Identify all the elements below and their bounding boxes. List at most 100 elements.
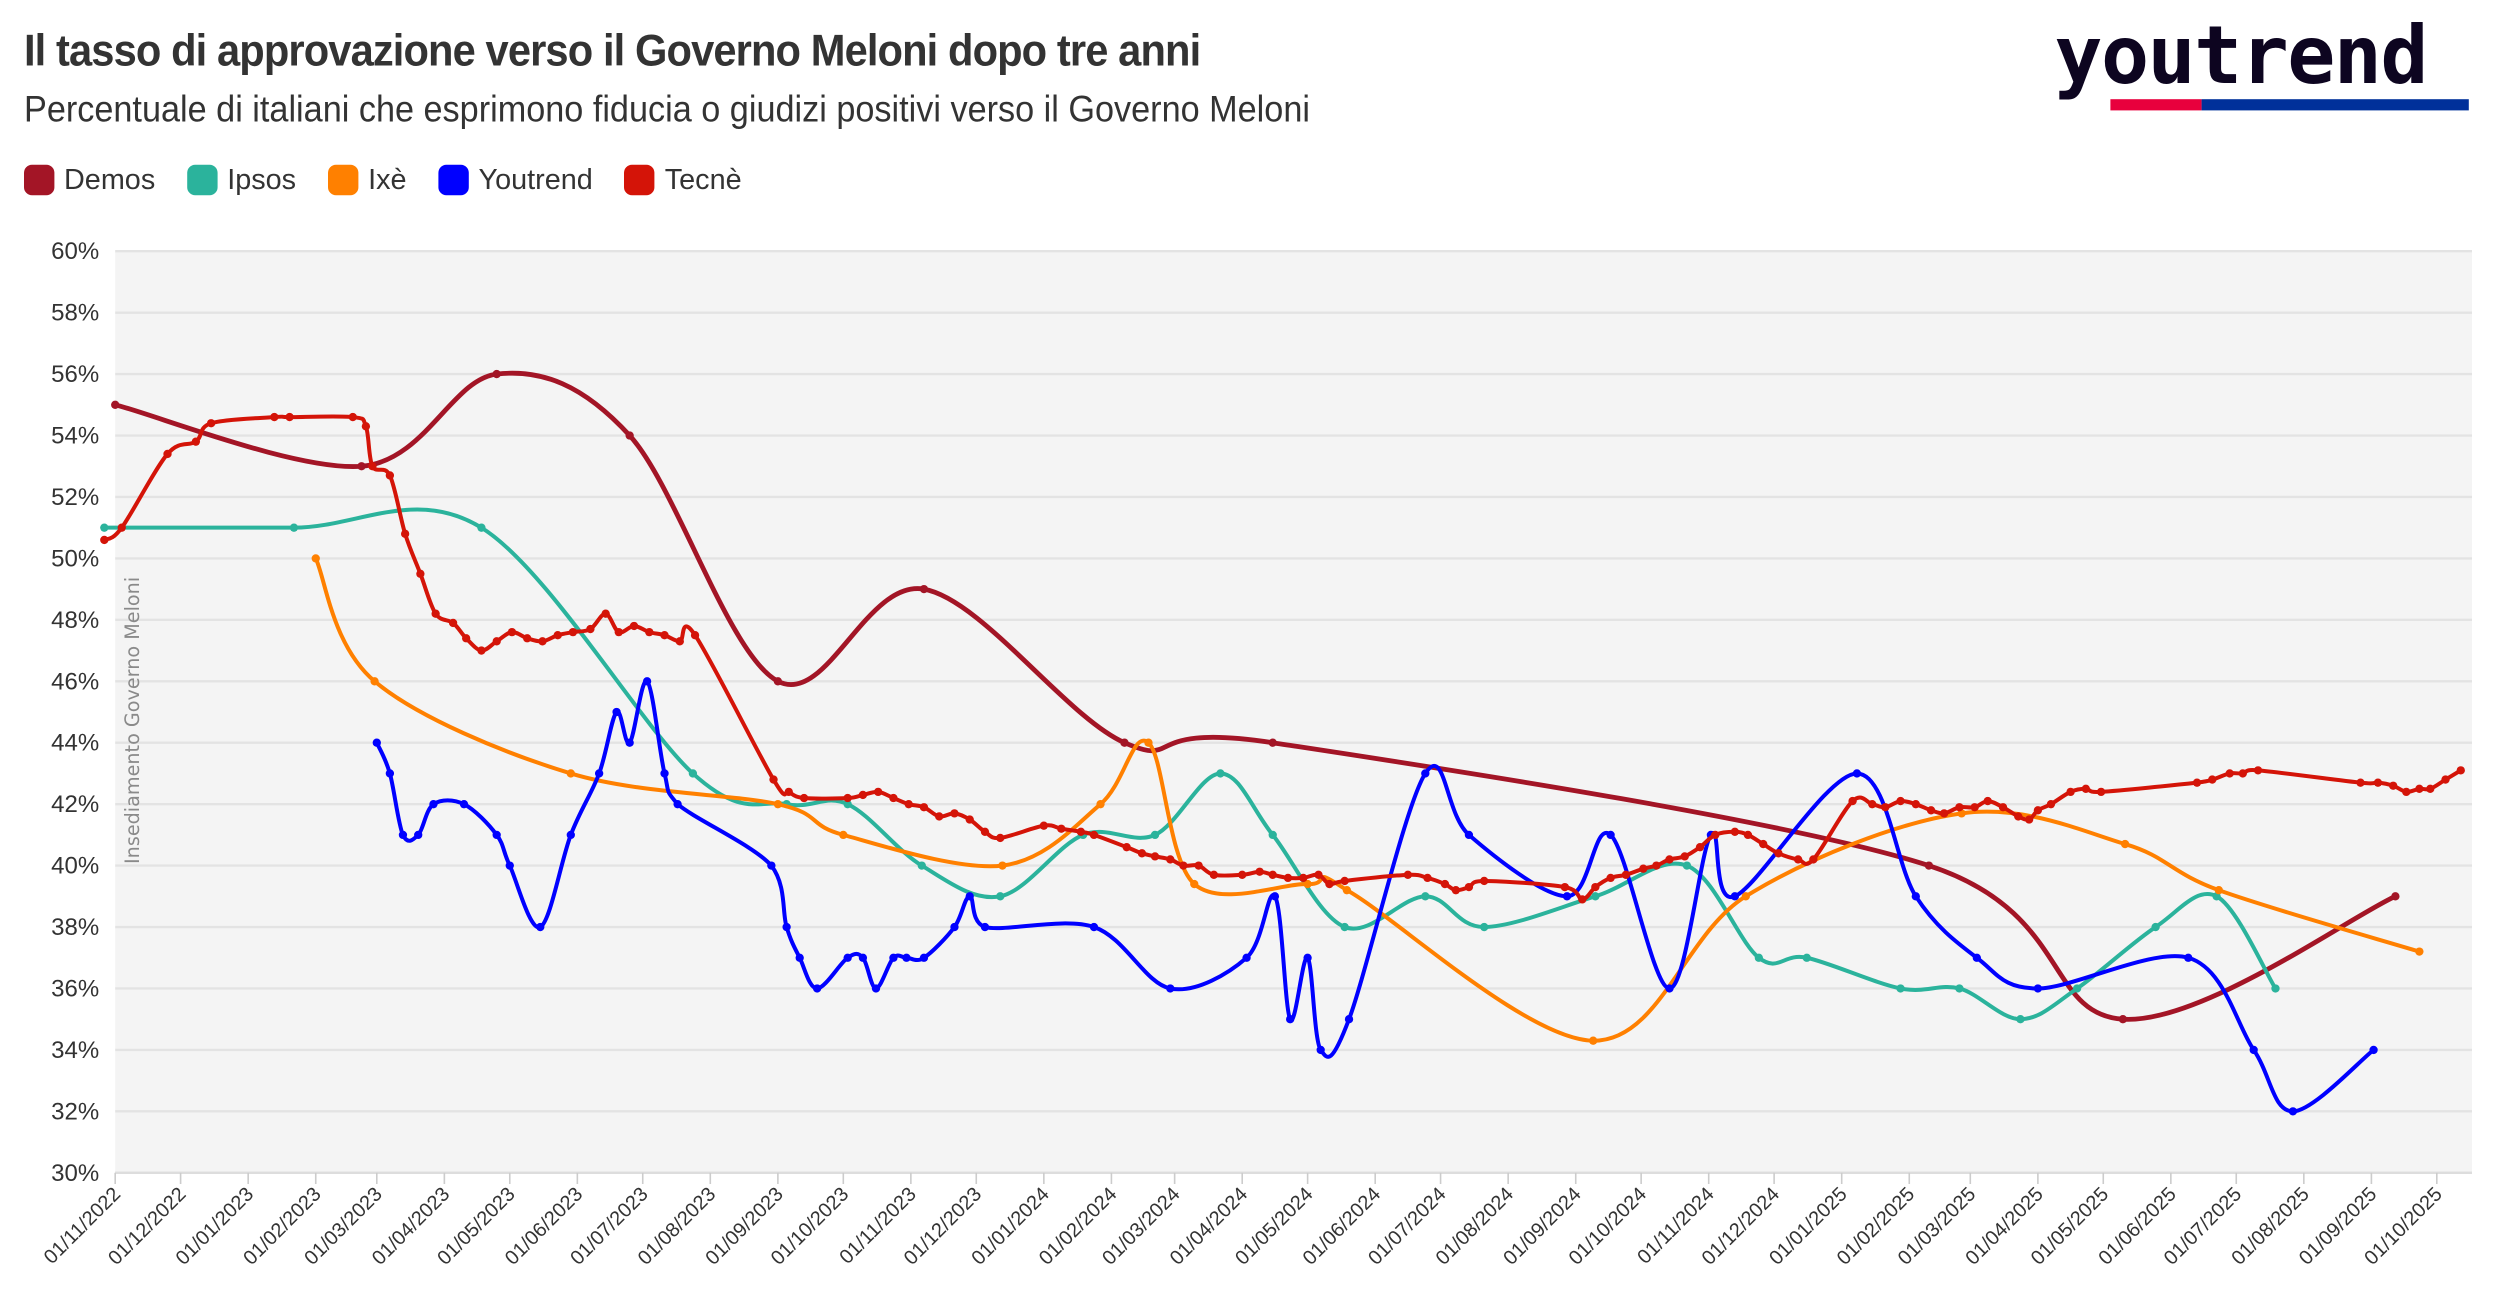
data-point-tecne[interactable]: [904, 800, 913, 809]
legend-item-demos[interactable]: Demos: [24, 163, 155, 197]
data-point-youtrend[interactable]: [795, 953, 804, 962]
data-point-youtrend[interactable]: [2033, 984, 2043, 993]
data-point-tecne[interactable]: [858, 790, 868, 800]
data-point-youtrend[interactable]: [812, 984, 822, 993]
data-point-tecne[interactable]: [2441, 775, 2450, 784]
data-point-tecne[interactable]: [586, 624, 595, 634]
data-point-tecne[interactable]: [553, 631, 562, 640]
data-point-tecne[interactable]: [2373, 778, 2383, 787]
data-point-youtrend[interactable]: [429, 800, 438, 809]
data-point-tecne[interactable]: [690, 631, 700, 640]
data-point-tecne[interactable]: [462, 634, 471, 643]
data-point-youtrend[interactable]: [1852, 769, 1862, 778]
data-point-youtrend[interactable]: [2288, 1107, 2298, 1116]
data-point-tecne[interactable]: [675, 637, 684, 646]
data-point-ixe[interactable]: [1589, 1036, 1598, 1045]
data-point-tecne[interactable]: [538, 637, 547, 646]
data-point-youtrend[interactable]: [642, 677, 652, 686]
data-point-tecne[interactable]: [1299, 873, 1308, 883]
data-point-youtrend[interactable]: [1316, 1045, 1325, 1055]
data-point-ipsos[interactable]: [1150, 830, 1160, 840]
data-point-tecne[interactable]: [1809, 855, 1818, 864]
data-point-demos[interactable]: [357, 462, 366, 471]
data-point-tecne[interactable]: [889, 793, 898, 803]
data-point-ipsos[interactable]: [1896, 984, 1905, 993]
data-point-ipsos[interactable]: [1216, 769, 1225, 778]
data-point-ipsos[interactable]: [289, 523, 299, 532]
data-point-ixe[interactable]: [998, 861, 1007, 870]
legend-item-youtrend[interactable]: Youtrend: [438, 163, 593, 197]
data-point-ixe[interactable]: [566, 769, 575, 778]
data-point-youtrend[interactable]: [459, 800, 469, 809]
data-point-tecne[interactable]: [1730, 827, 1740, 836]
data-point-tecne[interactable]: [1255, 867, 1264, 876]
data-point-ipsos[interactable]: [1955, 984, 1964, 993]
data-point-youtrend[interactable]: [673, 800, 682, 809]
data-point-youtrend[interactable]: [950, 922, 959, 932]
data-point-youtrend[interactable]: [858, 953, 868, 962]
data-point-ixe[interactable]: [1144, 738, 1153, 747]
series-line-demos[interactable]: [114, 370, 2397, 1022]
data-point-ixe[interactable]: [1741, 892, 1750, 901]
data-point-tecne[interactable]: [1591, 882, 1600, 892]
data-point-demos[interactable]: [492, 369, 501, 379]
data-point-tecne[interactable]: [769, 775, 778, 784]
data-point-youtrend[interactable]: [1421, 769, 1430, 778]
data-point-tecne[interactable]: [2253, 766, 2263, 775]
data-point-tecne[interactable]: [400, 529, 410, 538]
data-point-tecne[interactable]: [965, 815, 974, 824]
data-point-tecne[interactable]: [1403, 870, 1413, 879]
data-point-ipsos[interactable]: [477, 523, 486, 532]
data-point-ipsos[interactable]: [1268, 830, 1277, 840]
data-point-ipsos[interactable]: [1421, 892, 1430, 901]
data-point-tecne[interactable]: [507, 627, 517, 637]
data-point-tecne[interactable]: [645, 627, 654, 637]
data-point-tecne[interactable]: [1743, 830, 1753, 840]
data-point-youtrend[interactable]: [492, 830, 501, 840]
data-point-tecne[interactable]: [1560, 882, 1569, 892]
data-point-tecne[interactable]: [2014, 812, 2023, 821]
data-point-youtrend[interactable]: [2249, 1045, 2258, 1055]
data-point-tecne[interactable]: [285, 412, 294, 422]
data-point-ipsos[interactable]: [2151, 922, 2160, 932]
data-point-youtrend[interactable]: [871, 984, 881, 993]
data-point-tecne[interactable]: [1983, 796, 1992, 806]
data-point-tecne[interactable]: [980, 827, 990, 836]
data-point-tecne[interactable]: [2389, 781, 2398, 790]
data-point-tecne[interactable]: [1340, 876, 1349, 886]
data-point-tecne[interactable]: [1179, 861, 1188, 870]
data-point-youtrend[interactable]: [1562, 892, 1572, 901]
data-point-tecne[interactable]: [1939, 809, 1949, 818]
data-point-tecne[interactable]: [385, 471, 395, 480]
data-point-demos[interactable]: [919, 584, 929, 594]
data-point-youtrend[interactable]: [889, 953, 898, 962]
data-point-tecne[interactable]: [523, 634, 532, 643]
data-point-tecne[interactable]: [2046, 800, 2056, 809]
data-point-youtrend[interactable]: [1286, 1015, 1295, 1024]
data-point-youtrend[interactable]: [1344, 1015, 1354, 1024]
data-point-tecne[interactable]: [2096, 787, 2106, 797]
data-point-tecne[interactable]: [1166, 855, 1175, 864]
data-point-tecne[interactable]: [660, 631, 669, 640]
data-point-tecne[interactable]: [2066, 787, 2075, 797]
data-point-demos[interactable]: [2391, 892, 2400, 901]
data-point-youtrend[interactable]: [1303, 953, 1312, 962]
data-point-demos[interactable]: [625, 431, 634, 440]
data-point-tecne[interactable]: [2208, 775, 2217, 784]
data-point-tecne[interactable]: [874, 787, 883, 797]
data-point-tecne[interactable]: [1911, 800, 1920, 809]
data-point-ixe[interactable]: [2415, 947, 2424, 956]
data-point-demos[interactable]: [111, 400, 120, 409]
data-point-demos[interactable]: [1268, 738, 1277, 747]
data-point-tecne[interactable]: [1150, 852, 1160, 861]
data-point-youtrend[interactable]: [566, 830, 575, 840]
data-point-youtrend[interactable]: [398, 830, 408, 840]
data-point-tecne[interactable]: [2024, 815, 2034, 824]
data-point-ixe[interactable]: [2120, 839, 2130, 849]
data-point-tecne[interactable]: [1881, 803, 1890, 812]
data-point-tecne[interactable]: [1314, 870, 1323, 879]
data-point-ixe[interactable]: [1096, 800, 1105, 809]
data-point-tecne[interactable]: [270, 412, 279, 422]
data-point-tecne[interactable]: [1711, 830, 1720, 840]
data-point-ipsos[interactable]: [2271, 984, 2280, 993]
